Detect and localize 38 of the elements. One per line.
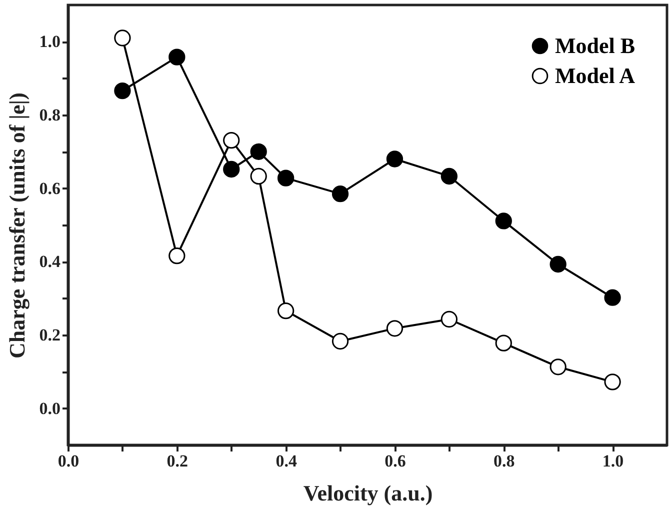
point	[223, 160, 240, 178]
point	[114, 82, 131, 100]
point	[440, 168, 458, 185]
y-tick-label: 0.6	[39, 178, 60, 198]
legend-label: Model B	[555, 33, 636, 58]
x-tick-label: 0.8	[494, 452, 515, 470]
x-tick-label: 0.4	[276, 452, 298, 470]
y-tick-label: 0.2	[39, 326, 60, 344]
point	[223, 132, 240, 149]
x-tick-label: 0.6	[384, 452, 406, 470]
y-axis-title: Charge transfer (units of |e|)	[4, 92, 30, 358]
point	[250, 143, 267, 160]
point	[277, 302, 294, 320]
point	[386, 150, 404, 168]
point	[604, 289, 621, 306]
point	[604, 374, 621, 390]
point	[495, 334, 512, 352]
point	[114, 30, 131, 46]
point	[332, 186, 349, 202]
point	[277, 170, 294, 186]
y-tick-label: 0.0	[39, 398, 60, 418]
point	[250, 168, 267, 185]
point	[168, 247, 186, 264]
point	[440, 310, 458, 328]
x-tick-label: 0.2	[166, 452, 188, 470]
y-tick-label: 1.0	[39, 32, 60, 52]
x-tick-label: 0.0	[58, 452, 80, 470]
x-tick-label: 1.0	[602, 452, 624, 470]
x-axis-title: Velocity (a.u.)	[303, 480, 433, 506]
point	[386, 320, 404, 337]
point	[550, 358, 566, 376]
y-tick-label: 0.4	[39, 252, 61, 272]
point	[332, 332, 349, 350]
point	[168, 48, 186, 66]
legend-label: Model A	[555, 63, 636, 88]
y-tick-label: 0.8	[39, 106, 60, 124]
point	[495, 212, 512, 230]
point	[550, 256, 566, 273]
